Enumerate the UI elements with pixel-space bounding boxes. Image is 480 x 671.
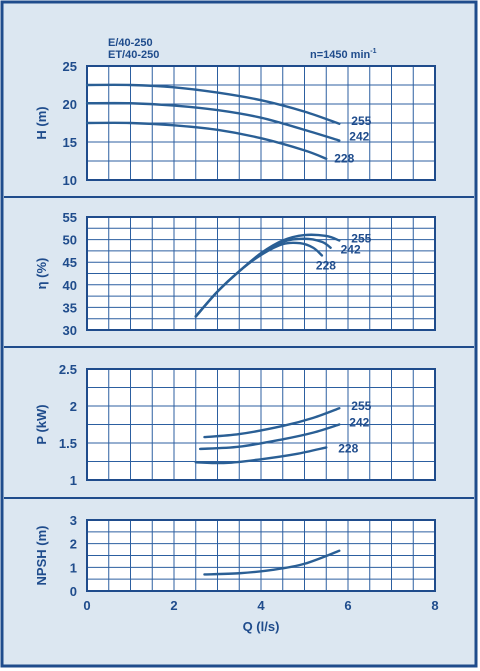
y-tick-label: 25 (63, 59, 77, 74)
y-tick-label: 55 (63, 210, 77, 225)
grid-lines (87, 369, 435, 480)
plot-frame (86, 216, 436, 331)
y-tick-label: 30 (63, 323, 77, 338)
series-label-228: 228 (316, 258, 336, 272)
series-line-242 (198, 423, 341, 451)
speed-value: n=1450 min (310, 49, 371, 61)
plot-frame (86, 368, 436, 481)
series-label-228: 228 (334, 152, 354, 166)
y-tick-label: 2 (70, 537, 77, 552)
series-label-228: 228 (338, 441, 358, 455)
series-line-npsh (203, 549, 341, 576)
y-tick-label: 1.5 (59, 436, 77, 451)
series-label-242: 242 (349, 416, 369, 430)
y-tick-label: 3 (70, 513, 77, 528)
series-line-228 (85, 121, 328, 160)
y-tick-label: 15 (63, 135, 77, 150)
y-tick-label: 0 (70, 584, 77, 599)
speed-label: n=1450 min-1 (310, 48, 377, 61)
series-line-255 (85, 83, 341, 125)
x-tick-label: 8 (431, 598, 438, 613)
y-tick-label: 1 (70, 473, 77, 488)
y-tick-label: 45 (63, 255, 77, 270)
speed-exponent: -1 (370, 48, 376, 55)
series-label-255: 255 (351, 232, 371, 246)
y-tick-label: 1 (70, 560, 77, 575)
series-line-242 (85, 101, 341, 142)
x-axis-label: Q (l/s) (243, 619, 280, 634)
grid-lines (87, 217, 435, 330)
plot-frame (86, 519, 436, 592)
series-line-228 (194, 241, 324, 318)
x-tick-label: 2 (170, 598, 177, 613)
series-label-242: 242 (349, 129, 369, 143)
series-label-255: 255 (351, 114, 371, 128)
model-label-e: E/40-250 (108, 37, 153, 49)
x-tick-label: 6 (344, 598, 351, 613)
series-line-228 (194, 446, 328, 465)
y-tick-label: 40 (63, 278, 77, 293)
series-label-255: 255 (351, 399, 371, 413)
y-tick-label: 50 (63, 233, 77, 248)
y-tick-label: 20 (63, 97, 77, 112)
y-axis-label: H (m) (34, 106, 49, 139)
grid-lines (87, 520, 435, 591)
y-axis-label: η (%) (34, 258, 49, 290)
y-tick-label: 10 (63, 173, 77, 188)
y-axis-label: P (kW) (34, 404, 49, 444)
y-tick-label: 2.5 (59, 362, 77, 377)
y-tick-label: 2 (70, 399, 77, 414)
y-tick-label: 35 (63, 300, 77, 315)
x-tick-label: 4 (257, 598, 265, 613)
series-line-255 (203, 407, 341, 439)
series-label-242: 242 (341, 243, 361, 257)
chart-panel-npsh: 0 1 2 3 NPSH (m) 0 2 4 6 8 Q (l/s) (34, 513, 439, 634)
y-axis-label: NPSH (m) (34, 526, 49, 586)
model-label-et: ET/40-250 (108, 49, 159, 61)
x-tick-label: 0 (83, 598, 90, 613)
chart-panel-power: 1 1.5 2 2.5 P (kW) 255 242 228 (34, 362, 436, 488)
